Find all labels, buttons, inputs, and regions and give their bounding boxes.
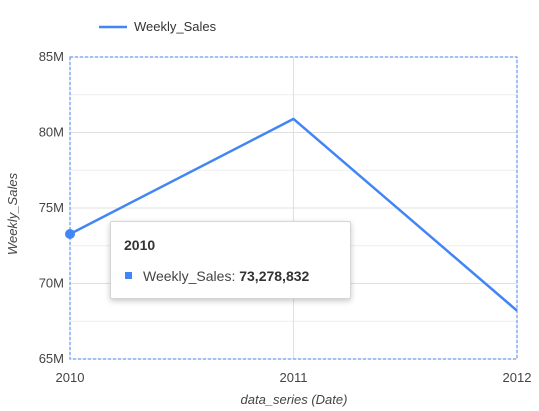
y-tick-label: 80M [39, 125, 64, 140]
y-tick-label: 70M [39, 276, 64, 291]
y-axis-ticks: 65M 70M 75M 80M 85M [39, 49, 64, 366]
y-axis-label: Weekly_Sales [5, 172, 20, 255]
tooltip: 2010 Weekly_Sales: 73,278,832 [110, 221, 351, 299]
selection-box [69, 56, 518, 360]
tooltip-row: Weekly_Sales: 73,278,832 [125, 268, 309, 284]
y-tick-label: 75M [39, 200, 64, 215]
grid-lines [69, 56, 518, 360]
legend-label: Weekly_Sales [134, 19, 217, 34]
x-tick-label: 2012 [503, 370, 532, 385]
tooltip-value: 73,278,832 [239, 268, 310, 284]
tooltip-series-swatch [125, 271, 132, 279]
x-tick-label: 2011 [280, 370, 308, 385]
x-tick-label: 2010 [56, 370, 85, 385]
y-tick-label: 65M [39, 351, 64, 366]
tooltip-series-label: Weekly_Sales: [143, 268, 236, 284]
x-axis-label: data_series (Date) [241, 392, 348, 407]
x-axis-ticks: 2010 2011 2012 [56, 370, 532, 385]
tooltip-title: 2010 [124, 237, 156, 253]
legend[interactable]: Weekly_Sales [99, 19, 217, 34]
series-layer[interactable] [65, 117, 518, 312]
series-line[interactable] [69, 117, 518, 312]
data-point-highlighted[interactable] [65, 228, 75, 239]
y-tick-label: 85M [39, 49, 64, 64]
